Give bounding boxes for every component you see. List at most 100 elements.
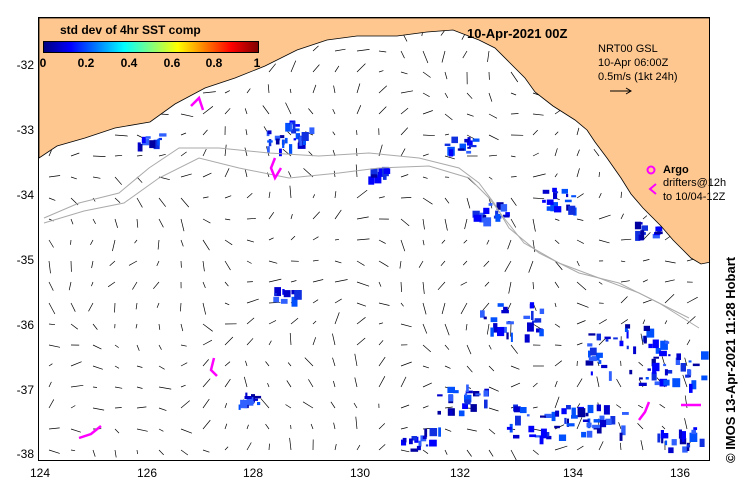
sst-patch bbox=[469, 145, 477, 148]
current-vector bbox=[400, 281, 402, 293]
current-vector bbox=[422, 239, 425, 246]
current-vector bbox=[334, 444, 337, 451]
sst-patch bbox=[652, 364, 657, 374]
current-vector bbox=[488, 176, 493, 180]
current-vector bbox=[180, 344, 187, 347]
current-vector bbox=[488, 134, 499, 141]
current-vector bbox=[48, 344, 61, 348]
current-vector bbox=[114, 134, 128, 137]
current-vector bbox=[180, 302, 182, 312]
sst-patch bbox=[267, 130, 272, 135]
sst-patch bbox=[596, 352, 603, 358]
sst-patch bbox=[523, 315, 531, 319]
current-vector bbox=[180, 362, 188, 367]
sst-patch bbox=[409, 438, 413, 445]
current-vector bbox=[48, 175, 61, 178]
current-vector bbox=[91, 260, 94, 269]
current-vector bbox=[262, 105, 270, 115]
sst-patch bbox=[466, 150, 472, 154]
current-vector bbox=[92, 155, 106, 157]
sst-patch bbox=[685, 374, 690, 378]
current-vector bbox=[289, 332, 292, 346]
current-vector bbox=[114, 197, 121, 203]
x-tick-label: 124 bbox=[29, 466, 51, 480]
sst-patch bbox=[634, 221, 641, 230]
current-vector bbox=[378, 85, 388, 94]
sst-patch bbox=[659, 378, 667, 387]
current-vector bbox=[48, 449, 60, 454]
sst-patch bbox=[402, 437, 407, 443]
sst-patch bbox=[457, 148, 465, 151]
current-vector bbox=[620, 191, 622, 199]
current-vector bbox=[180, 151, 187, 157]
current-vector bbox=[399, 260, 402, 269]
current-vector bbox=[400, 71, 408, 75]
sst-patch bbox=[638, 382, 647, 386]
sst-patch bbox=[464, 399, 471, 405]
sst-patch bbox=[473, 214, 482, 222]
sst-patch bbox=[519, 407, 527, 414]
current-vector bbox=[528, 260, 534, 273]
current-vector bbox=[334, 209, 342, 220]
current-vector bbox=[246, 317, 255, 325]
sst-patch bbox=[429, 428, 438, 437]
sst-patch bbox=[599, 415, 605, 423]
current-vector bbox=[510, 71, 519, 83]
sst-patch bbox=[299, 136, 303, 146]
current-vector bbox=[659, 404, 666, 409]
current-vector bbox=[158, 323, 161, 330]
current-vector bbox=[422, 382, 432, 388]
current-vector bbox=[616, 378, 622, 388]
current-vector bbox=[312, 84, 317, 94]
argo-drifter-track bbox=[269, 157, 283, 181]
current-vector bbox=[268, 260, 278, 264]
bathymetry-contour bbox=[43, 157, 690, 319]
current-vector bbox=[686, 296, 698, 304]
current-vector bbox=[246, 193, 253, 199]
current-vector bbox=[576, 149, 580, 157]
sst-patch bbox=[490, 327, 494, 337]
sst-patch bbox=[370, 168, 378, 175]
current-vector bbox=[422, 302, 427, 315]
sst-patch bbox=[542, 199, 546, 203]
current-vector bbox=[441, 239, 446, 244]
current-vector bbox=[268, 191, 271, 199]
sst-patch bbox=[689, 432, 698, 442]
sst-patch bbox=[540, 415, 546, 418]
current-vector bbox=[488, 154, 498, 157]
sst-patch bbox=[483, 316, 487, 320]
current-vector bbox=[70, 218, 74, 225]
current-vector bbox=[400, 449, 410, 453]
current-vector bbox=[304, 357, 314, 367]
current-vector bbox=[302, 401, 314, 409]
current-vector bbox=[444, 113, 453, 121]
current-vector bbox=[158, 386, 172, 390]
current-vector bbox=[114, 302, 116, 313]
current-vector bbox=[554, 173, 558, 178]
current-vector bbox=[620, 319, 628, 325]
sst-patch bbox=[605, 339, 609, 342]
current-vector bbox=[460, 302, 468, 315]
current-vector bbox=[532, 173, 546, 178]
current-vector bbox=[333, 85, 336, 94]
sst-patch bbox=[447, 386, 455, 393]
current-vector bbox=[356, 281, 370, 287]
current-vector bbox=[70, 405, 76, 409]
current-vector bbox=[202, 196, 209, 199]
current-vector bbox=[157, 239, 160, 250]
current-vector bbox=[244, 169, 248, 178]
current-vector bbox=[510, 365, 520, 370]
current-vector bbox=[333, 422, 336, 430]
sst-patch bbox=[553, 192, 558, 200]
current-vector bbox=[243, 376, 248, 388]
current-vector bbox=[620, 260, 626, 263]
current-vector bbox=[466, 197, 471, 209]
map-panel[interactable] bbox=[38, 17, 710, 461]
current-vector bbox=[92, 323, 98, 330]
y-tick-label: -37 bbox=[16, 383, 34, 397]
current-vector bbox=[180, 218, 185, 232]
sst-patch bbox=[586, 430, 593, 438]
argo-drifter-track bbox=[638, 401, 651, 421]
current-vector bbox=[465, 323, 468, 331]
sst-patch bbox=[462, 403, 468, 409]
